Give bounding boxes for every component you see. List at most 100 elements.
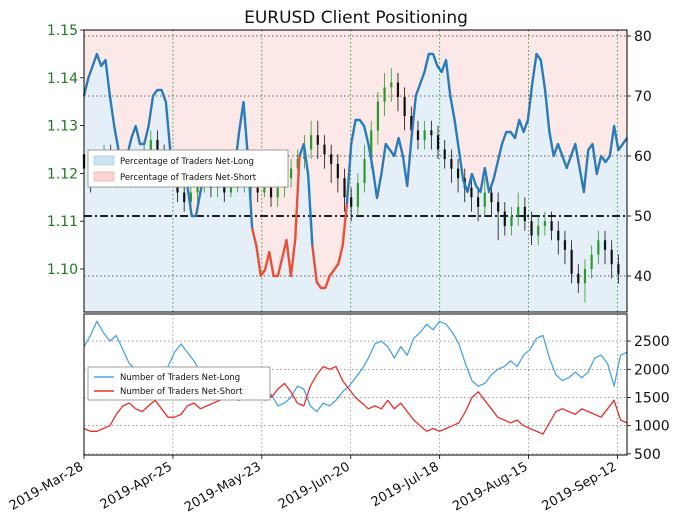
fill-net-long-band <box>458 150 464 312</box>
fill-net-long-band <box>316 282 322 312</box>
fill-net-short-band <box>549 30 554 132</box>
candle-body <box>477 197 480 207</box>
x-tick-label: 2019-Jul-18 <box>369 459 442 510</box>
candle-body <box>350 197 353 207</box>
legend-label-count-long: Number of Traders Net-Long <box>120 373 240 383</box>
fill-net-long-band <box>333 270 339 312</box>
candle-body <box>310 135 313 150</box>
fill-net-short-band <box>109 30 115 96</box>
fill-net-long-band <box>213 168 218 312</box>
fill-net-short-band <box>183 30 188 168</box>
pct-tick-label: 80 <box>634 29 652 45</box>
fill-net-short-band <box>622 30 627 144</box>
fill-net-short-band <box>140 30 145 144</box>
x-tick-label: 2019-Apr-25 <box>98 459 175 512</box>
candle-body <box>256 187 259 193</box>
fill-net-short-band <box>588 30 593 150</box>
fill-net-long-band <box>346 204 352 312</box>
fill-net-short-band <box>114 30 119 126</box>
fill-net-long-band <box>351 144 356 312</box>
fill-net-long-band <box>562 156 567 312</box>
candle-body <box>517 206 520 217</box>
fill-net-short-band <box>553 30 559 156</box>
candle-body <box>603 240 607 250</box>
fill-net-short-band <box>174 30 179 186</box>
fill-net-long-band <box>463 180 468 312</box>
fill-net-short-band <box>510 30 515 132</box>
fill-net-long-band <box>191 216 197 312</box>
fill-net-long-band <box>402 156 408 312</box>
fill-net-long-band <box>566 168 571 312</box>
fill-net-short-band <box>437 30 442 66</box>
fill-net-short-band <box>92 30 97 66</box>
fill-net-long-band <box>493 180 498 312</box>
fill-net-short-band <box>402 30 408 156</box>
fill-net-short-band <box>471 30 477 174</box>
candle-body <box>189 192 192 203</box>
fill-net-short-band <box>480 30 485 192</box>
candle-body <box>577 273 580 284</box>
fill-net-long-band <box>510 132 515 312</box>
candle-body <box>289 168 293 179</box>
fill-net-long-band <box>364 126 369 312</box>
fill-net-long-band <box>437 66 442 312</box>
fill-net-long-band <box>101 66 106 312</box>
fill-net-short-band <box>295 30 300 240</box>
fill-net-short-band <box>601 30 606 156</box>
fill-net-short-band <box>338 30 343 264</box>
fill-net-short-band <box>342 30 347 246</box>
fill-net-short-band <box>411 30 416 138</box>
fill-net-short-band <box>191 30 197 216</box>
fill-net-short-band <box>493 30 498 180</box>
fill-net-short-band <box>213 30 218 168</box>
fill-net-short-band <box>428 30 434 54</box>
fill-net-long-band <box>170 150 175 312</box>
fill-net-short-band <box>519 30 524 120</box>
fill-net-long-band <box>312 246 317 312</box>
legend-label-net-short: Percentage of Traders Net-Short <box>120 173 257 183</box>
legend-label-net-long: Percentage of Traders Net-Long <box>120 157 254 167</box>
fill-net-short-band <box>609 30 615 156</box>
fill-net-long-band <box>342 246 347 312</box>
fill-net-long-band <box>480 192 485 312</box>
pct-tick-label: 40 <box>634 269 652 285</box>
x-tick-label: 2019-Aug-15 <box>450 459 530 514</box>
fill-net-short-band <box>514 30 520 138</box>
candle-body <box>229 187 233 193</box>
fill-net-long-band <box>579 168 584 312</box>
fill-net-short-band <box>415 30 421 96</box>
fill-net-long-band <box>502 144 507 312</box>
candle-body <box>450 159 453 169</box>
fill-net-short-band <box>329 30 334 276</box>
candle-body <box>430 130 433 136</box>
candle-body <box>269 187 273 198</box>
candle-body <box>416 130 420 140</box>
fill-net-short-band <box>579 30 584 168</box>
fill-net-short-band <box>618 30 623 150</box>
fill-net-long-band <box>161 90 166 312</box>
bottom-panel-frame <box>83 313 628 456</box>
fill-net-long-band <box>411 138 416 312</box>
fill-net-short-band <box>286 30 291 240</box>
fill-net-long-band <box>381 174 386 312</box>
candle-body <box>156 139 159 155</box>
fill-net-short-band <box>454 30 459 120</box>
fill-net-long-band <box>588 150 593 312</box>
candle-body <box>356 182 359 207</box>
candle-body <box>543 221 547 226</box>
fill-net-short-band <box>359 30 365 120</box>
fill-net-short-band <box>424 30 429 72</box>
fill-net-short-band <box>135 30 141 126</box>
fill-net-long-band <box>329 276 334 312</box>
candle-body <box>323 144 326 155</box>
candle-body <box>617 264 620 274</box>
fill-net-long-band <box>290 276 296 312</box>
fill-net-long-band <box>230 186 235 312</box>
fill-net-long-band <box>92 66 97 312</box>
fill-net-short-band <box>170 30 175 150</box>
fill-net-long-band <box>484 168 490 312</box>
fill-net-short-band <box>484 30 490 168</box>
fill-net-short-band <box>256 30 261 246</box>
fill-net-short-band <box>148 30 153 126</box>
